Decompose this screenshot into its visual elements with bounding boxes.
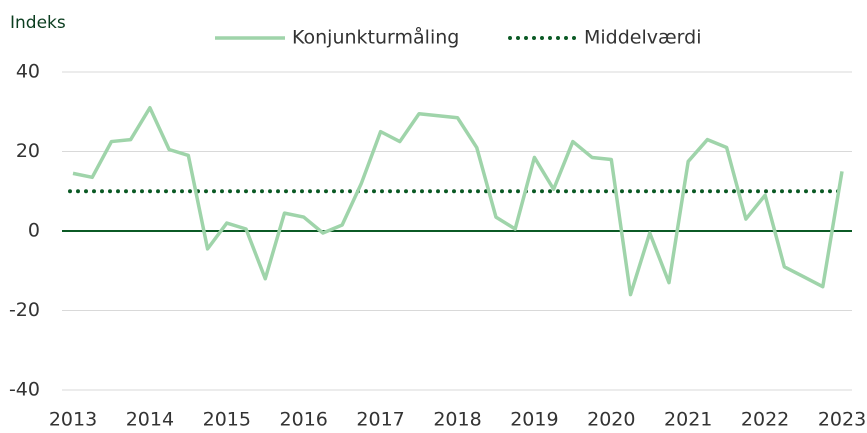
x-tick-label: 2013 [49,409,97,431]
x-tick-label: 2015 [203,409,251,431]
legend-label: Konjunkturmåling [292,26,459,49]
x-tick-label: 2022 [741,409,789,431]
y-tick-label: -20 [9,299,40,321]
x-tick-label: 2021 [664,409,712,431]
y-tick-label: 20 [16,140,40,162]
x-tick-label: 2017 [356,409,404,431]
data-line [72,106,844,297]
x-tick-label: 2019 [510,409,558,431]
x-tick-label: 2014 [126,409,174,431]
y-tick-label: 0 [28,220,40,242]
x-tick-label: 2020 [587,409,635,431]
x-tick-label: 2016 [280,409,328,431]
y-tick-label: -40 [9,379,40,401]
x-tick-label: 2023 [818,409,866,431]
y-axis-label: Indeks [10,13,66,33]
x-tick-label: 2018 [433,409,481,431]
y-tick-label: 40 [16,61,40,83]
legend-label: Middelværdi [584,27,701,49]
